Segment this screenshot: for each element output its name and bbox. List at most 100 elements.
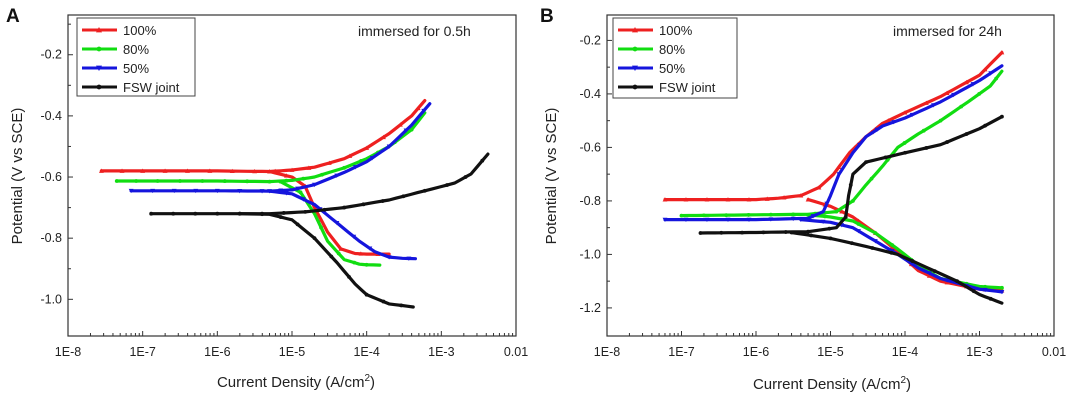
data-point bbox=[810, 214, 816, 219]
data-point bbox=[701, 213, 706, 218]
data-point bbox=[704, 217, 710, 223]
data-point bbox=[114, 179, 119, 183]
legend-item: FSW joint bbox=[82, 80, 180, 95]
data-point bbox=[944, 90, 950, 95]
data-point bbox=[783, 230, 788, 234]
data-point bbox=[369, 156, 375, 161]
y-tick-label: -1.2 bbox=[579, 301, 601, 315]
data-point bbox=[222, 179, 227, 184]
data-point bbox=[790, 216, 796, 222]
data-point bbox=[824, 201, 830, 206]
series-100 bbox=[98, 99, 427, 256]
series-layer-a bbox=[98, 99, 490, 309]
data-point bbox=[999, 289, 1005, 295]
data-point bbox=[945, 140, 949, 144]
data-point bbox=[836, 164, 842, 169]
curve-cathodic bbox=[267, 169, 391, 256]
data-point bbox=[883, 155, 888, 160]
curve-anodic bbox=[99, 99, 427, 174]
data-point bbox=[683, 217, 689, 223]
data-point bbox=[155, 179, 160, 183]
data-point bbox=[988, 71, 994, 76]
data-point bbox=[312, 182, 317, 188]
data-point bbox=[982, 287, 988, 293]
x-tick-label: 0.01 bbox=[504, 345, 528, 359]
series-80 bbox=[679, 69, 1004, 290]
data-point bbox=[725, 217, 731, 223]
data-point bbox=[397, 122, 403, 127]
data-point bbox=[822, 214, 827, 219]
annotation-b: immersed for 24h bbox=[893, 23, 1002, 39]
y-tick-label: -1.0 bbox=[579, 247, 601, 261]
data-point bbox=[319, 172, 324, 177]
data-point bbox=[351, 234, 357, 240]
data-point bbox=[281, 211, 286, 215]
data-point bbox=[983, 284, 988, 289]
x-tick-label: 1E-3 bbox=[428, 345, 454, 359]
data-point bbox=[334, 220, 340, 226]
data-point bbox=[789, 230, 794, 235]
y-tick-label: -1.0 bbox=[40, 292, 62, 306]
legend-label: 100% bbox=[123, 23, 157, 38]
data-point bbox=[889, 250, 894, 255]
data-point bbox=[816, 185, 822, 190]
data-point bbox=[662, 217, 668, 223]
x-tick-label: 1E-8 bbox=[55, 345, 81, 359]
data-point bbox=[836, 172, 842, 177]
data-point bbox=[809, 233, 813, 238]
legend-label: 80% bbox=[123, 42, 149, 57]
legend-label: FSW joint bbox=[659, 80, 716, 95]
data-point bbox=[445, 183, 449, 187]
data-point bbox=[359, 159, 363, 163]
data-point bbox=[289, 167, 295, 172]
data-point bbox=[342, 165, 347, 170]
data-point bbox=[358, 251, 364, 256]
data-point bbox=[480, 158, 485, 163]
data-point bbox=[200, 179, 205, 183]
data-point bbox=[336, 251, 341, 256]
data-point bbox=[284, 178, 289, 183]
legend-marker bbox=[632, 46, 638, 52]
legend-item: 80% bbox=[82, 42, 149, 57]
x-axis-title-text-b: Current Density (A/cm bbox=[753, 376, 901, 393]
legend-b: 100% 80% 50% FSW joint bbox=[612, 17, 738, 99]
data-point bbox=[891, 120, 897, 125]
data-point bbox=[902, 141, 907, 145]
data-point bbox=[298, 190, 303, 195]
data-point bbox=[421, 108, 427, 114]
panel-b: B 1E-8 1E-7 1E-6 1E-5 1E-4 1E-3 0.01 -0.2 -0.4 -0… bbox=[540, 6, 1066, 393]
data-point bbox=[902, 110, 908, 115]
data-point bbox=[278, 179, 283, 184]
data-point bbox=[207, 168, 213, 173]
legend-marker bbox=[96, 84, 102, 90]
x-tick-label: 0.01 bbox=[1042, 345, 1066, 359]
series-layer-b bbox=[662, 50, 1005, 305]
x-tick-label: 1E-8 bbox=[594, 345, 620, 359]
x-tick-label: 1E-3 bbox=[966, 345, 992, 359]
data-point bbox=[856, 229, 861, 234]
data-point bbox=[171, 211, 176, 216]
data-point bbox=[295, 222, 300, 227]
data-point bbox=[944, 278, 950, 283]
data-point bbox=[312, 236, 317, 241]
data-point bbox=[951, 92, 956, 98]
y-tick-label: -0.4 bbox=[579, 87, 601, 101]
data-point bbox=[1000, 285, 1004, 290]
x-tick-label: 1E-7 bbox=[129, 345, 155, 359]
x-tick-label: 1E-5 bbox=[817, 345, 843, 359]
data-point bbox=[185, 168, 190, 173]
panel-letter-a: A bbox=[6, 6, 20, 27]
data-point bbox=[932, 269, 937, 274]
data-point bbox=[746, 217, 752, 223]
data-point bbox=[171, 188, 177, 194]
data-point bbox=[921, 128, 926, 133]
data-point bbox=[843, 215, 848, 219]
tick-layer-b: 1E-8 1E-7 1E-6 1E-5 1E-4 1E-3 0.01 -0.2 -0.4 -0.6… bbox=[579, 33, 1066, 359]
data-point bbox=[415, 105, 421, 111]
legend-label: 100% bbox=[659, 23, 693, 38]
data-point bbox=[229, 168, 235, 174]
data-point bbox=[781, 195, 787, 200]
data-point bbox=[910, 259, 915, 264]
data-point bbox=[764, 196, 770, 201]
